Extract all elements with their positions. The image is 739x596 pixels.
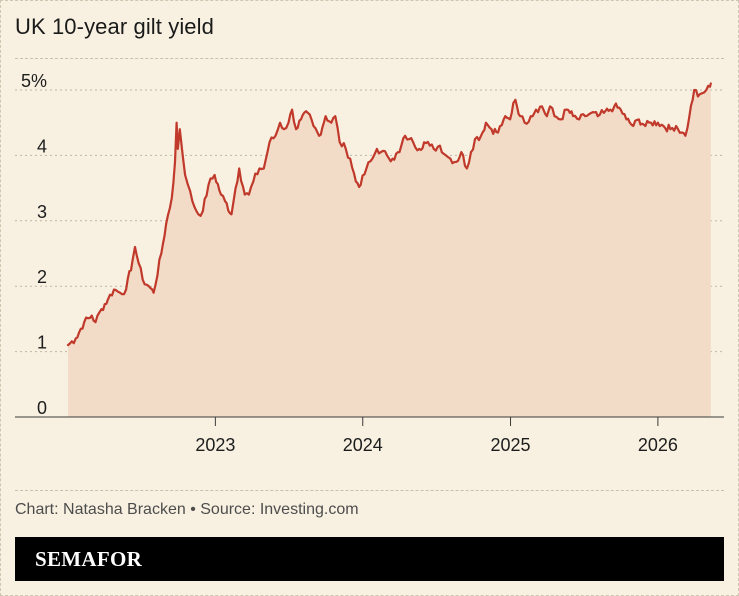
plot-area — [15, 82, 724, 418]
yield-line — [66, 82, 712, 347]
x-tick-label: 2024 — [343, 435, 383, 455]
area-fill — [68, 83, 711, 417]
y-axis-ticks: 0 1 2 3 4 5% — [21, 71, 47, 418]
bottom-divider — [15, 490, 724, 491]
y-tick-label: 5% — [21, 71, 47, 91]
semafor-logo: SEMAFOR — [35, 547, 143, 571]
top-divider — [15, 58, 724, 59]
brand-bar: SEMAFOR — [15, 537, 724, 581]
x-tick-label: 2023 — [195, 435, 235, 455]
x-tick-label: 2025 — [490, 435, 530, 455]
chart-svg: 0 1 2 3 4 5% 2023 2024 2025 2026 — [15, 71, 724, 455]
x-axis-ticks: 2023 2024 2025 2026 — [195, 417, 678, 455]
y-tick-label: 3 — [37, 202, 47, 222]
y-tick-label: 0 — [37, 398, 47, 418]
source-credit: Chart: Natasha Bracken • Source: Investi… — [15, 501, 359, 518]
chart-title: UK 10-year gilt yield — [15, 14, 214, 39]
y-tick-label: 4 — [37, 136, 47, 156]
y-tick-label: 2 — [37, 267, 47, 287]
x-tick-label: 2026 — [638, 435, 678, 455]
y-tick-label: 1 — [37, 333, 47, 353]
